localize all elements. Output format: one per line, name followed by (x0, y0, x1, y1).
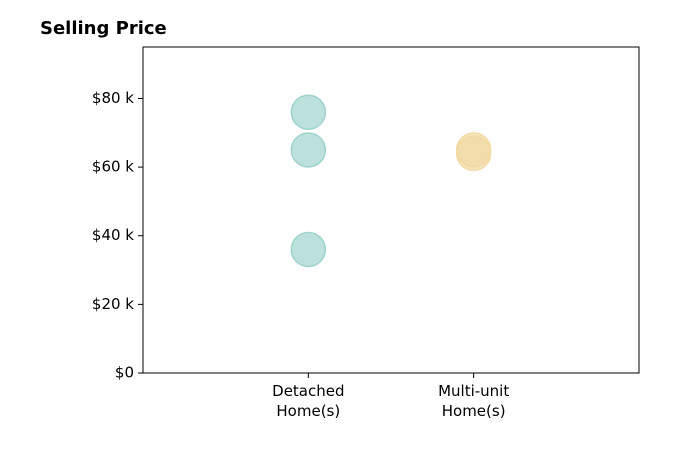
x-tick-label: Detached Home(s) (272, 382, 345, 420)
plot-frame (142, 46, 640, 374)
y-tick-label: $20 k (92, 295, 134, 313)
chart-title: Selling Price (40, 18, 167, 39)
point (455, 135, 492, 172)
x-tick-label: Multi-unit Home(s) (438, 382, 510, 420)
y-tick-label: $80 k (92, 89, 134, 107)
point (290, 132, 327, 168)
point (290, 94, 327, 130)
point (290, 231, 327, 268)
y-tick-label: $60 k (92, 158, 134, 176)
y-tick-label: $0 (115, 364, 134, 382)
y-tick-label: $40 k (92, 226, 134, 244)
